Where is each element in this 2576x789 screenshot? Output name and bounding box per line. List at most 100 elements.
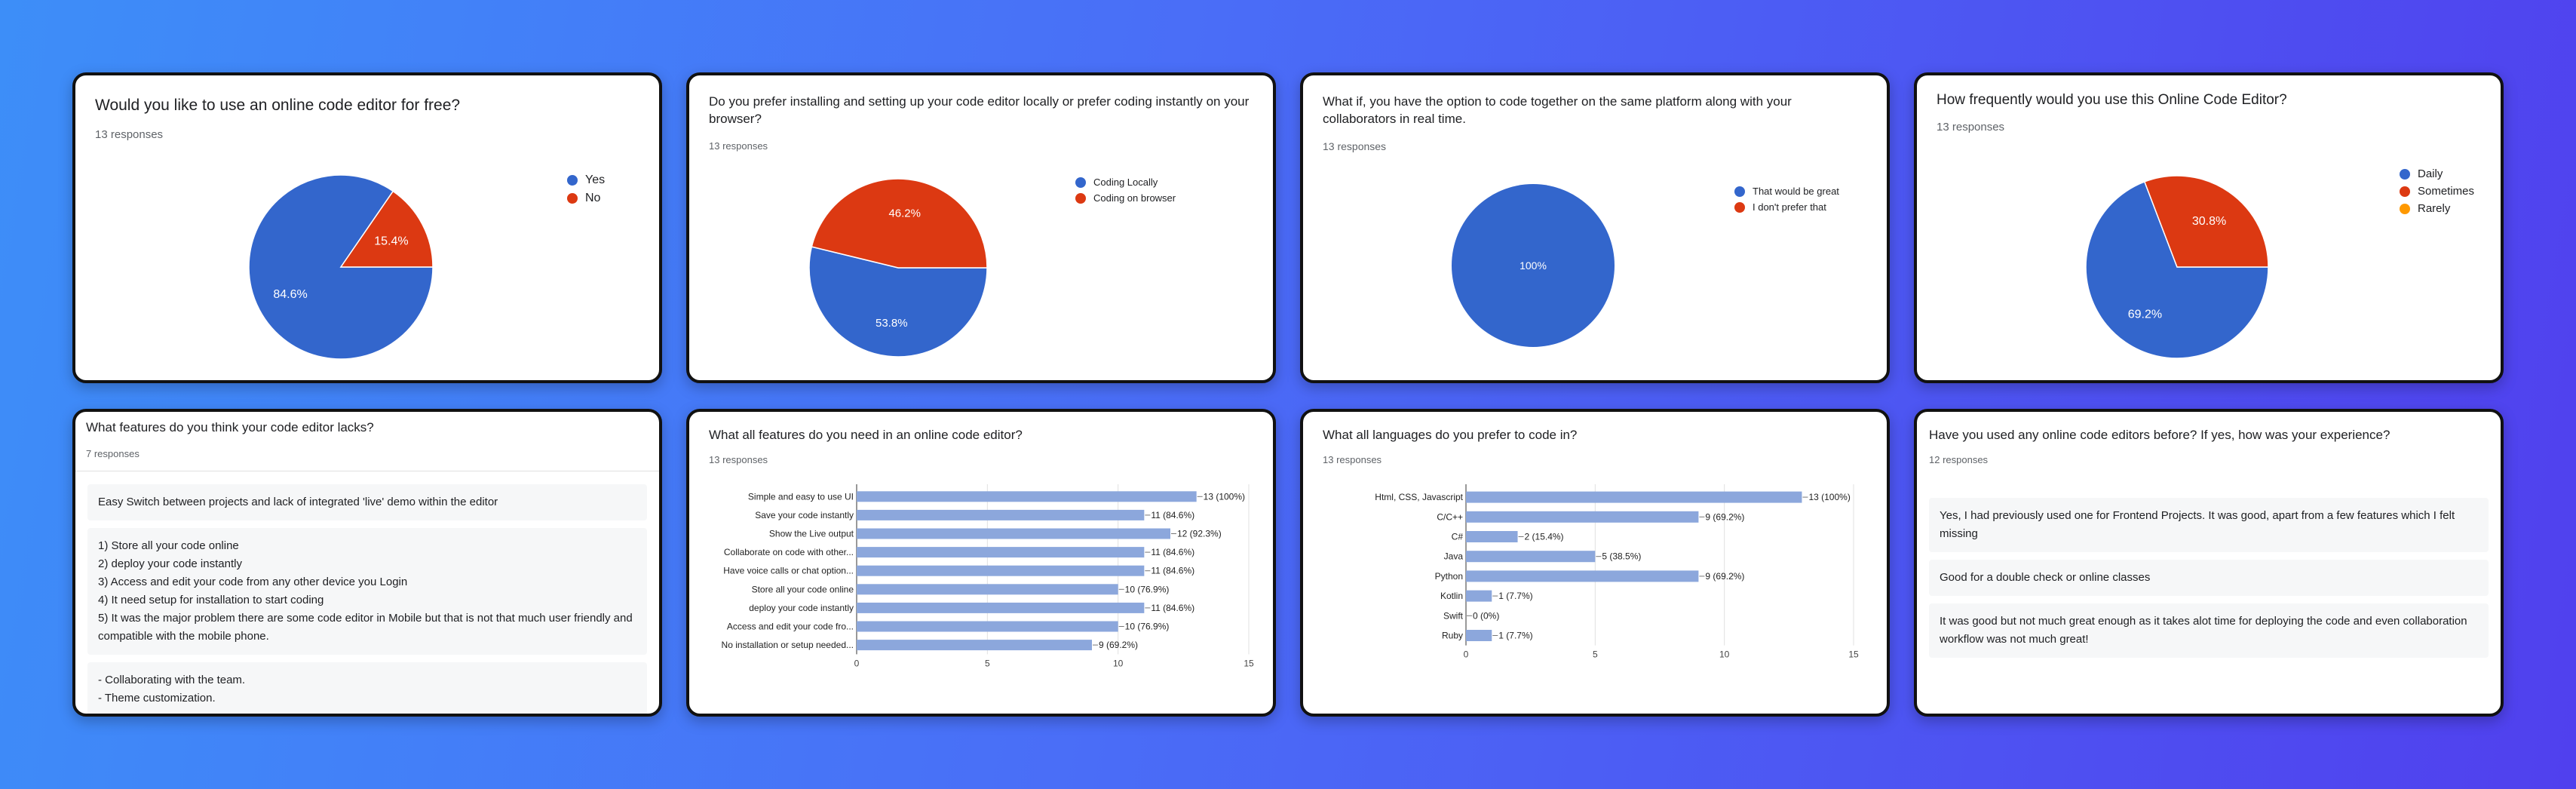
- pie-chart: 53.8% 46.2%: [808, 178, 988, 358]
- legend-swatch: [1075, 177, 1086, 188]
- pie-data-label: 30.8%: [2192, 215, 2226, 228]
- bar-data-label: 10 (76.9%): [1125, 584, 1170, 594]
- x-tick-label: 0: [1464, 649, 1469, 660]
- bar: [1466, 570, 1699, 582]
- question-title: Do you prefer installing and setting up …: [709, 94, 1250, 126]
- legend-label: I don't prefer that: [1753, 201, 1826, 213]
- bar: [857, 528, 1170, 539]
- x-tick-label: 10: [1113, 658, 1124, 668]
- answer-line: Good for a double check or online classe…: [1940, 571, 2151, 584]
- answer-list: Easy Switch between projects and lack of…: [87, 484, 647, 714]
- answer-item: It was good but not much great enough as…: [1929, 603, 2489, 658]
- bar-chart: 0 5 10 15 Html, CSS, Javascript 13 (100%) C/C+…: [1375, 484, 1859, 660]
- answer-line: 1) Store all your code online: [98, 539, 239, 552]
- chart-legend: Yes No: [567, 173, 605, 210]
- bar: [1466, 531, 1518, 542]
- bar: [1466, 630, 1492, 641]
- category-label: Swift: [1443, 610, 1464, 621]
- bar-data-label: 9 (69.2%): [1099, 640, 1138, 650]
- answer-item: Good for a double check or online classe…: [1929, 560, 2489, 596]
- bar: [857, 602, 1145, 613]
- bar-data-label: 11 (84.6%): [1151, 566, 1194, 576]
- category-label: Python: [1435, 571, 1463, 582]
- pie-data-label: 84.6%: [273, 288, 307, 301]
- bar: [857, 584, 1118, 595]
- answer-item: Easy Switch between projects and lack of…: [87, 484, 647, 520]
- response-count: 13 responses: [1323, 140, 1387, 152]
- category-label: Have voice calls or chat option...: [723, 566, 854, 576]
- x-tick-label: 15: [1244, 658, 1254, 668]
- answer-line: It was good but not much great enough as…: [1940, 615, 2467, 646]
- pie-data-label: 100%: [1520, 259, 1547, 272]
- legend-item: Rarely: [2400, 202, 2474, 215]
- legend-swatch: [1734, 201, 1745, 213]
- response-count: 13 responses: [95, 128, 164, 141]
- legend-item: Coding Locally: [1075, 177, 1176, 188]
- category-label: Simple and easy to use UI: [748, 491, 854, 502]
- card-frequency: How frequently would you use this Online…: [1914, 72, 2504, 383]
- answer-item: Yes, I had previously used one for Front…: [1929, 498, 2489, 552]
- category-label: C/C++: [1437, 511, 1463, 522]
- category-label: Save your code instantly: [755, 510, 854, 520]
- question-title: What if, you have the option to code tog…: [1323, 94, 1792, 126]
- legend-swatch: [567, 193, 578, 204]
- bar: [1466, 551, 1596, 563]
- bar-data-label: 11 (84.6%): [1151, 603, 1194, 613]
- bar: [1466, 491, 1802, 503]
- answer-line: 4) It need setup for installation to sta…: [98, 594, 324, 606]
- category-label: No installation or setup needed...: [722, 640, 854, 650]
- pie-slice-coding-on-browser: [811, 178, 988, 269]
- bar: [1466, 590, 1492, 602]
- chart-legend: Coding Locally Coding on browser: [1075, 177, 1176, 208]
- x-tick-label: 0: [854, 658, 860, 668]
- legend-label: That would be great: [1753, 186, 1839, 197]
- pie-slice-no: [339, 190, 434, 268]
- legend-swatch: [2400, 168, 2410, 180]
- legend-label: Yes: [585, 173, 606, 186]
- chart-legend: That would be great I don't prefer that: [1734, 186, 1839, 217]
- pie-data-label: 46.2%: [888, 207, 921, 220]
- pie-data-label: 69.2%: [2128, 308, 2162, 321]
- pie-slice-sometimes: [2143, 175, 2269, 268]
- bar: [857, 491, 1197, 502]
- category-label: Store all your code online: [752, 584, 854, 594]
- pie-chart: 84.6% 15.4%: [248, 174, 434, 360]
- bar-data-label: 10 (76.9%): [1125, 622, 1170, 632]
- response-count: 13 responses: [709, 140, 768, 152]
- category-label: Collaborate on code with other...: [724, 547, 854, 557]
- card-features-lacking: What features do you think your code edi…: [72, 409, 662, 717]
- legend-swatch: [2400, 186, 2410, 197]
- legend-label: Coding on browser: [1093, 192, 1176, 204]
- bar-data-label: 1 (7.7%): [1498, 631, 1532, 641]
- answer-line: 2) deploy your code instantly: [98, 557, 242, 570]
- x-tick-label: 5: [985, 658, 990, 668]
- answer-line: - Collaborating with the team.: [98, 674, 246, 686]
- pie-data-label: 15.4%: [374, 235, 408, 247]
- chart-legend: Daily Sometimes Rarely: [2400, 167, 2474, 220]
- legend-label: Daily: [2418, 167, 2443, 180]
- legend-label: No: [585, 192, 601, 204]
- question-title: What all features do you need in an onli…: [709, 428, 1023, 442]
- category-label: Java: [1444, 551, 1464, 562]
- question-title: Would you like to use an online code edi…: [95, 97, 461, 114]
- category-label: Access and edit your code fro...: [727, 622, 854, 632]
- bar-data-label: 1 (7.7%): [1498, 591, 1532, 601]
- bar-data-label: 11 (84.6%): [1151, 510, 1194, 520]
- legend-swatch: [1075, 192, 1086, 204]
- pie-slice-daily: [2085, 180, 2269, 359]
- card-features-needed: What all features do you need in an onli…: [686, 409, 1276, 717]
- bar: [857, 621, 1118, 632]
- category-label: Kotlin: [1440, 591, 1463, 601]
- bar-data-label: 0 (0%): [1473, 610, 1499, 621]
- legend-label: Rarely: [2418, 202, 2451, 215]
- response-count: 13 responses: [1937, 121, 2005, 134]
- category-label: Html, CSS, Javascript: [1375, 492, 1463, 502]
- pie-chart: 100%: [1452, 184, 1615, 347]
- question-title: What features do you think your code edi…: [86, 420, 374, 434]
- legend-swatch: [567, 175, 578, 186]
- pie-data-label: 53.8%: [876, 317, 908, 330]
- bar: [1466, 511, 1699, 523]
- bar-data-label: 13 (100%): [1808, 492, 1850, 502]
- pie-slice-that-would-be-great: [1452, 184, 1615, 347]
- legend-item: Daily: [2400, 167, 2474, 180]
